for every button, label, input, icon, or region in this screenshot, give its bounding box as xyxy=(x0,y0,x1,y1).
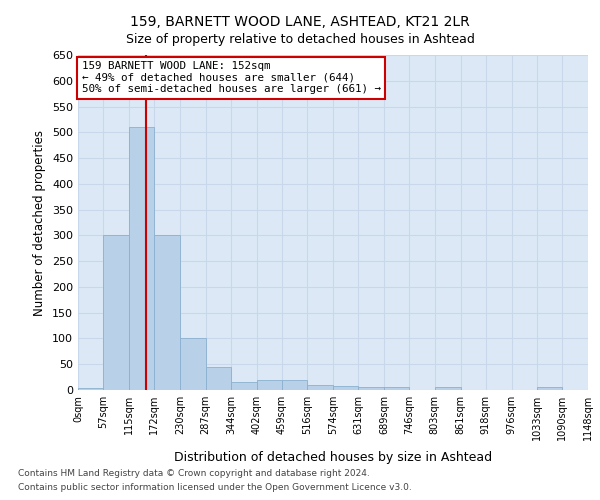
Bar xyxy=(78,388,103,390)
X-axis label: Distribution of detached houses by size in Ashtead: Distribution of detached houses by size … xyxy=(174,451,492,464)
Bar xyxy=(129,127,154,390)
Bar xyxy=(588,388,600,390)
Bar xyxy=(384,388,409,390)
Bar xyxy=(231,382,257,390)
Bar xyxy=(205,367,231,390)
Bar xyxy=(282,380,307,390)
Bar xyxy=(257,380,282,390)
Text: Contains public sector information licensed under the Open Government Licence v3: Contains public sector information licen… xyxy=(18,484,412,492)
Text: Size of property relative to detached houses in Ashtead: Size of property relative to detached ho… xyxy=(125,32,475,46)
Bar xyxy=(154,236,180,390)
Text: Contains HM Land Registry data © Crown copyright and database right 2024.: Contains HM Land Registry data © Crown c… xyxy=(18,468,370,477)
Bar xyxy=(180,338,205,390)
Text: 159 BARNETT WOOD LANE: 152sqm
← 49% of detached houses are smaller (644)
50% of : 159 BARNETT WOOD LANE: 152sqm ← 49% of d… xyxy=(82,61,380,94)
Bar xyxy=(537,388,562,390)
Bar xyxy=(435,388,461,390)
Bar xyxy=(333,386,358,390)
Text: 159, BARNETT WOOD LANE, ASHTEAD, KT21 2LR: 159, BARNETT WOOD LANE, ASHTEAD, KT21 2L… xyxy=(130,15,470,29)
Bar xyxy=(307,385,333,390)
Bar xyxy=(103,236,129,390)
Y-axis label: Number of detached properties: Number of detached properties xyxy=(34,130,46,316)
Bar xyxy=(358,388,384,390)
